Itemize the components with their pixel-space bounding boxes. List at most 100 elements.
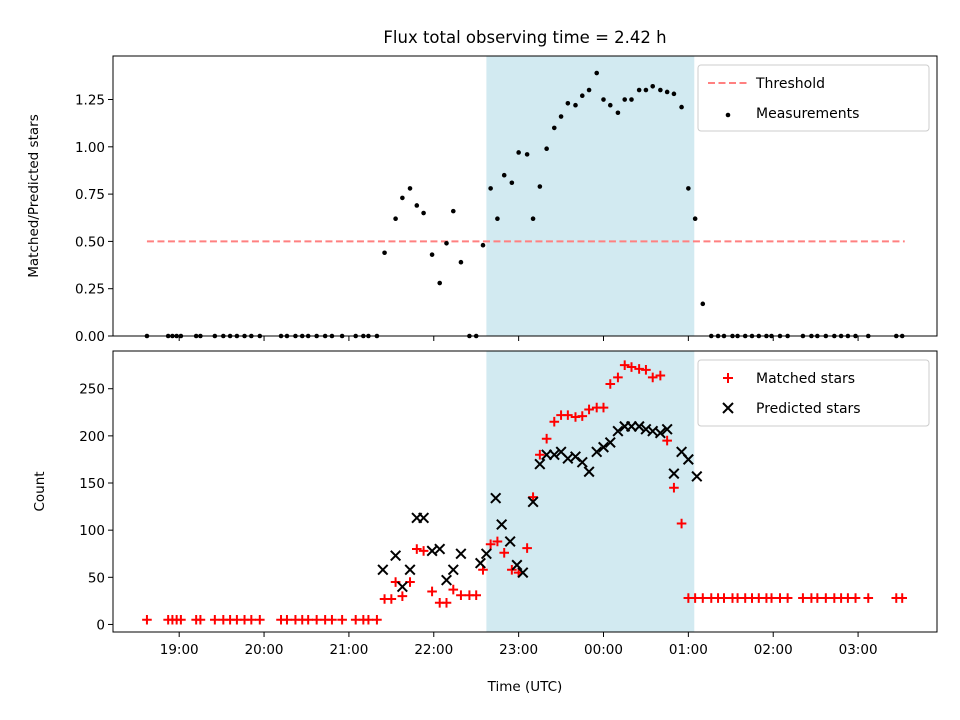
measurement-point — [573, 102, 578, 108]
measurement-point — [437, 280, 443, 286]
predicted-star-point — [654, 427, 666, 439]
measurement-point — [594, 70, 600, 76]
matched-star-point — [563, 410, 573, 420]
measurement-point — [400, 195, 405, 201]
measurement-point — [495, 216, 500, 222]
matched-star-point — [798, 593, 808, 603]
legend-box — [697, 359, 930, 427]
predicted-star-point — [434, 543, 446, 555]
measurement-point — [664, 89, 670, 95]
measurement-point — [622, 97, 628, 102]
measurement-point — [530, 216, 536, 222]
measurement-point — [458, 259, 464, 265]
measurement-point — [444, 240, 449, 246]
matched-star-point — [850, 593, 861, 603]
matched-star-point — [613, 372, 623, 383]
matched-star-point — [541, 433, 552, 444]
predicted-star-point — [496, 518, 508, 531]
measurement-point — [671, 91, 677, 97]
measurement-point — [679, 104, 684, 110]
measurement-point — [382, 250, 387, 256]
measurement-point — [601, 97, 606, 102]
matched-star-point — [282, 614, 292, 625]
predicted-star-point — [534, 458, 546, 470]
matched-star-point — [522, 543, 532, 553]
x-tick-label: 01:00 — [669, 642, 708, 658]
figure-title: Flux total observing time = 2.42 h — [383, 28, 666, 47]
observing-window-shade — [486, 351, 695, 632]
measurement-point — [586, 87, 592, 93]
predicted-star-point — [404, 564, 416, 576]
matched-star-point — [626, 362, 637, 372]
matched-star-point — [863, 593, 874, 603]
measurement-point — [524, 152, 530, 157]
matched-star-point — [176, 614, 186, 625]
predicted-star-point — [511, 559, 523, 571]
predicted-star-point — [474, 557, 486, 569]
predicted-star-point — [633, 420, 645, 432]
predicted-star-point — [490, 492, 502, 504]
matched-star-point — [303, 614, 313, 625]
measurement-point — [544, 146, 549, 152]
axes-frame — [112, 55, 938, 337]
matched-star-point — [647, 372, 658, 383]
predicted-star-point — [591, 446, 603, 458]
measurement-point — [686, 186, 691, 191]
matched-star-point — [441, 597, 452, 608]
matched-star-point — [427, 586, 437, 597]
matched-star-point — [662, 435, 672, 446]
predicted-star-point — [377, 564, 389, 576]
y-axis-label: Count — [32, 471, 48, 511]
measurement-point — [565, 100, 571, 106]
matched-star-point — [386, 594, 397, 604]
matched-star-point — [210, 614, 220, 625]
y-tick-label: 200 — [79, 429, 105, 445]
predicted-star-point — [668, 468, 680, 480]
matched-star-point — [719, 593, 729, 603]
matched-star-point — [697, 593, 708, 603]
matched-star-point — [507, 564, 517, 575]
x-tick-label: 19:00 — [160, 642, 199, 658]
matched-star-point — [255, 614, 265, 625]
matched-star-point — [456, 590, 466, 601]
y-tick-label: 1.25 — [75, 93, 105, 109]
axes-frame — [112, 350, 938, 633]
matched-star-point — [549, 416, 560, 427]
y-axis-label: Matched/Predicted stars — [26, 114, 42, 277]
predicted-star-point — [583, 466, 595, 478]
x-tick-label: 02:00 — [754, 642, 793, 658]
measurement-point — [692, 216, 698, 222]
matched-star-point — [577, 411, 588, 421]
matched-star-point — [412, 544, 422, 554]
legend-predicted-swatch — [722, 402, 734, 414]
matched-star-point — [766, 593, 777, 603]
measurement-point — [643, 87, 649, 93]
matched-star-point — [311, 614, 322, 625]
predicted-star-point — [455, 548, 467, 560]
measurement-point — [488, 186, 493, 191]
y-tick-label: 250 — [79, 382, 105, 398]
measurement-point — [516, 150, 521, 155]
matched-star-point — [142, 614, 152, 625]
measurement-point — [480, 242, 486, 248]
x-axis-label: Time (UTC) — [487, 679, 563, 695]
predicted-star-point — [682, 453, 694, 465]
matched-star-point — [528, 492, 538, 502]
legend-measurement-swatch — [725, 112, 731, 118]
matched-star-point — [619, 360, 630, 370]
measurement-point — [558, 114, 564, 119]
legend: Matched stars Predicted stars — [697, 359, 930, 427]
observing-window-shade — [486, 56, 695, 336]
x-tick-label: 21:00 — [329, 642, 368, 658]
matched-star-point — [782, 593, 793, 603]
predicted-star-point — [390, 550, 402, 562]
measurement-point — [393, 216, 398, 222]
predicted-star-point — [447, 564, 459, 576]
matched-star-point — [676, 518, 687, 529]
measurement-point — [407, 186, 413, 191]
matched-star-point — [897, 593, 908, 603]
measurement-point — [501, 172, 507, 178]
matched-star-point — [669, 482, 679, 493]
predicted-star-point — [691, 470, 703, 482]
measurement-point — [551, 125, 557, 131]
